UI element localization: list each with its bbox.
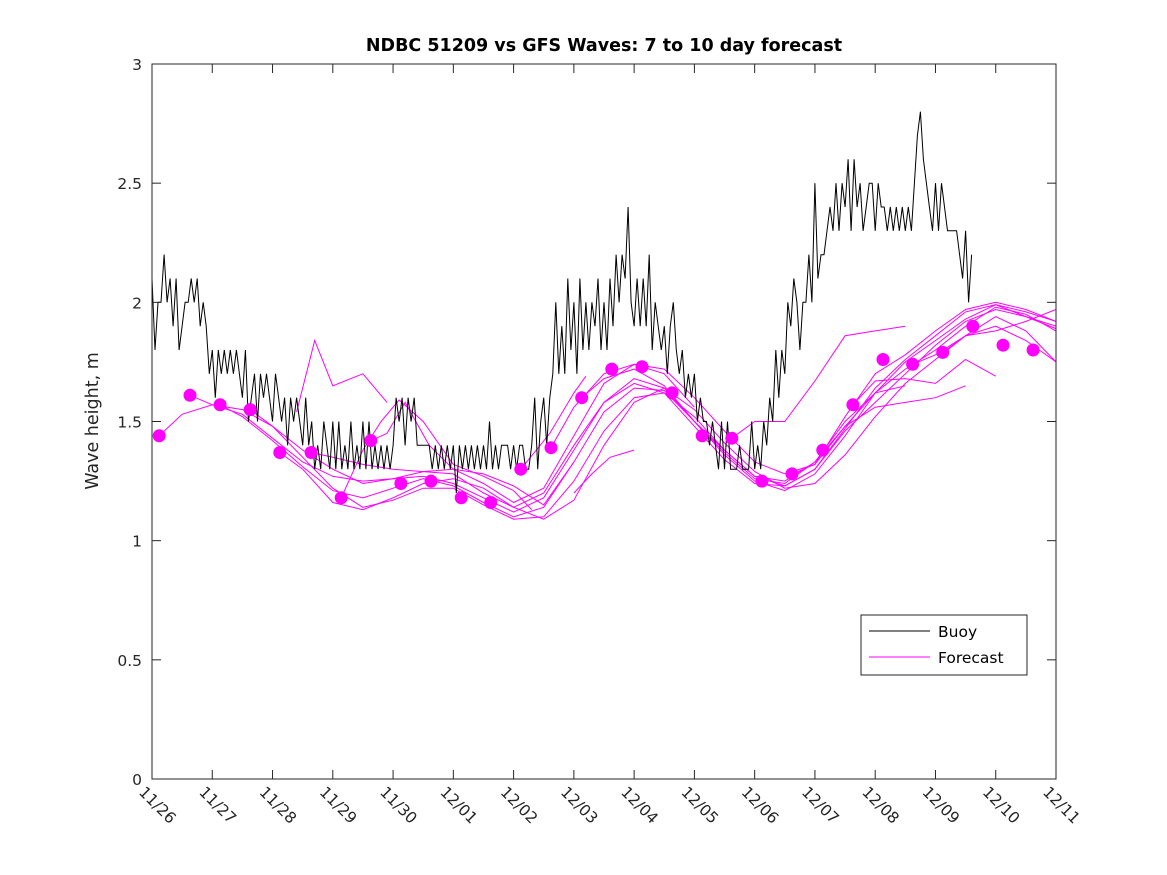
- forecast-point: [424, 474, 438, 488]
- legend: Buoy Forecast: [860, 614, 1028, 676]
- forecast-point: [304, 446, 318, 459]
- forecast-run-line-7: [296, 338, 388, 413]
- legend-box: [860, 614, 1028, 676]
- forecast-point: [183, 388, 197, 402]
- forecast-point: [755, 474, 769, 488]
- forecast-point: [243, 403, 257, 417]
- y-tick-label: 1.5: [117, 414, 142, 432]
- forecast-point: [906, 357, 920, 371]
- legend-forecast-label: Forecast: [938, 649, 1004, 667]
- y-axis-label: Wave height, m: [83, 352, 103, 490]
- forecast-point: [1026, 343, 1040, 357]
- forecast-point: [846, 398, 860, 412]
- forecast-point: [695, 429, 709, 443]
- forecast-run-line-5: [279, 316, 1056, 520]
- y-tick-label: 3: [132, 56, 142, 74]
- forecast-point: [213, 398, 227, 412]
- forecast-point: [996, 338, 1010, 352]
- y-tick-label: 0: [132, 771, 142, 789]
- chart-title: NDBC 51209 vs GFS Waves: 7 to 10 day for…: [366, 36, 842, 56]
- forecast-run-line-13: [573, 449, 635, 494]
- forecast-point: [876, 353, 890, 366]
- forecast-run-line-2: [189, 304, 1056, 508]
- forecast-run-line-9: [370, 401, 575, 506]
- forecast-point: [816, 443, 830, 457]
- forecast-point: [454, 491, 468, 505]
- y-tick-label: 2.5: [117, 175, 142, 193]
- forecast-point: [785, 467, 799, 481]
- series-layer: [152, 111, 1056, 520]
- forecast-point: [364, 434, 378, 448]
- forecast-point: [334, 491, 348, 505]
- forecast-run-line-6: [310, 301, 1056, 504]
- forecast-run-line-15: [791, 385, 966, 475]
- forecast-run-line-14: [731, 325, 906, 439]
- legend-buoy-label: Buoy: [938, 623, 977, 641]
- forecast-point: [575, 391, 589, 405]
- forecast-run-line-16: [852, 358, 996, 406]
- forecast-point: [665, 386, 679, 400]
- forecast-point: [966, 319, 980, 333]
- y-tick-label: 2: [132, 294, 142, 312]
- forecast-point: [544, 441, 558, 455]
- forecast-point: [514, 462, 528, 476]
- forecast-point: [273, 446, 287, 459]
- forecast-point: [936, 345, 950, 359]
- forecast-point: [725, 431, 739, 445]
- forecast-run-line-12: [581, 368, 906, 482]
- y-tick-label: 0.5: [117, 652, 142, 670]
- forecast-point: [394, 477, 408, 490]
- forecast-point: [605, 362, 619, 376]
- forecast-run-line-17: [912, 309, 1056, 365]
- forecast-point: [635, 360, 649, 374]
- buoy-line: [152, 111, 973, 494]
- forecast-point: [484, 496, 498, 509]
- forecast-run-line-11: [550, 363, 695, 448]
- forecast-run-line-3: [219, 304, 1056, 518]
- y-tick-label: 1: [132, 533, 142, 551]
- forecast-run-line-10: [520, 375, 587, 470]
- forecast-point: [152, 429, 166, 443]
